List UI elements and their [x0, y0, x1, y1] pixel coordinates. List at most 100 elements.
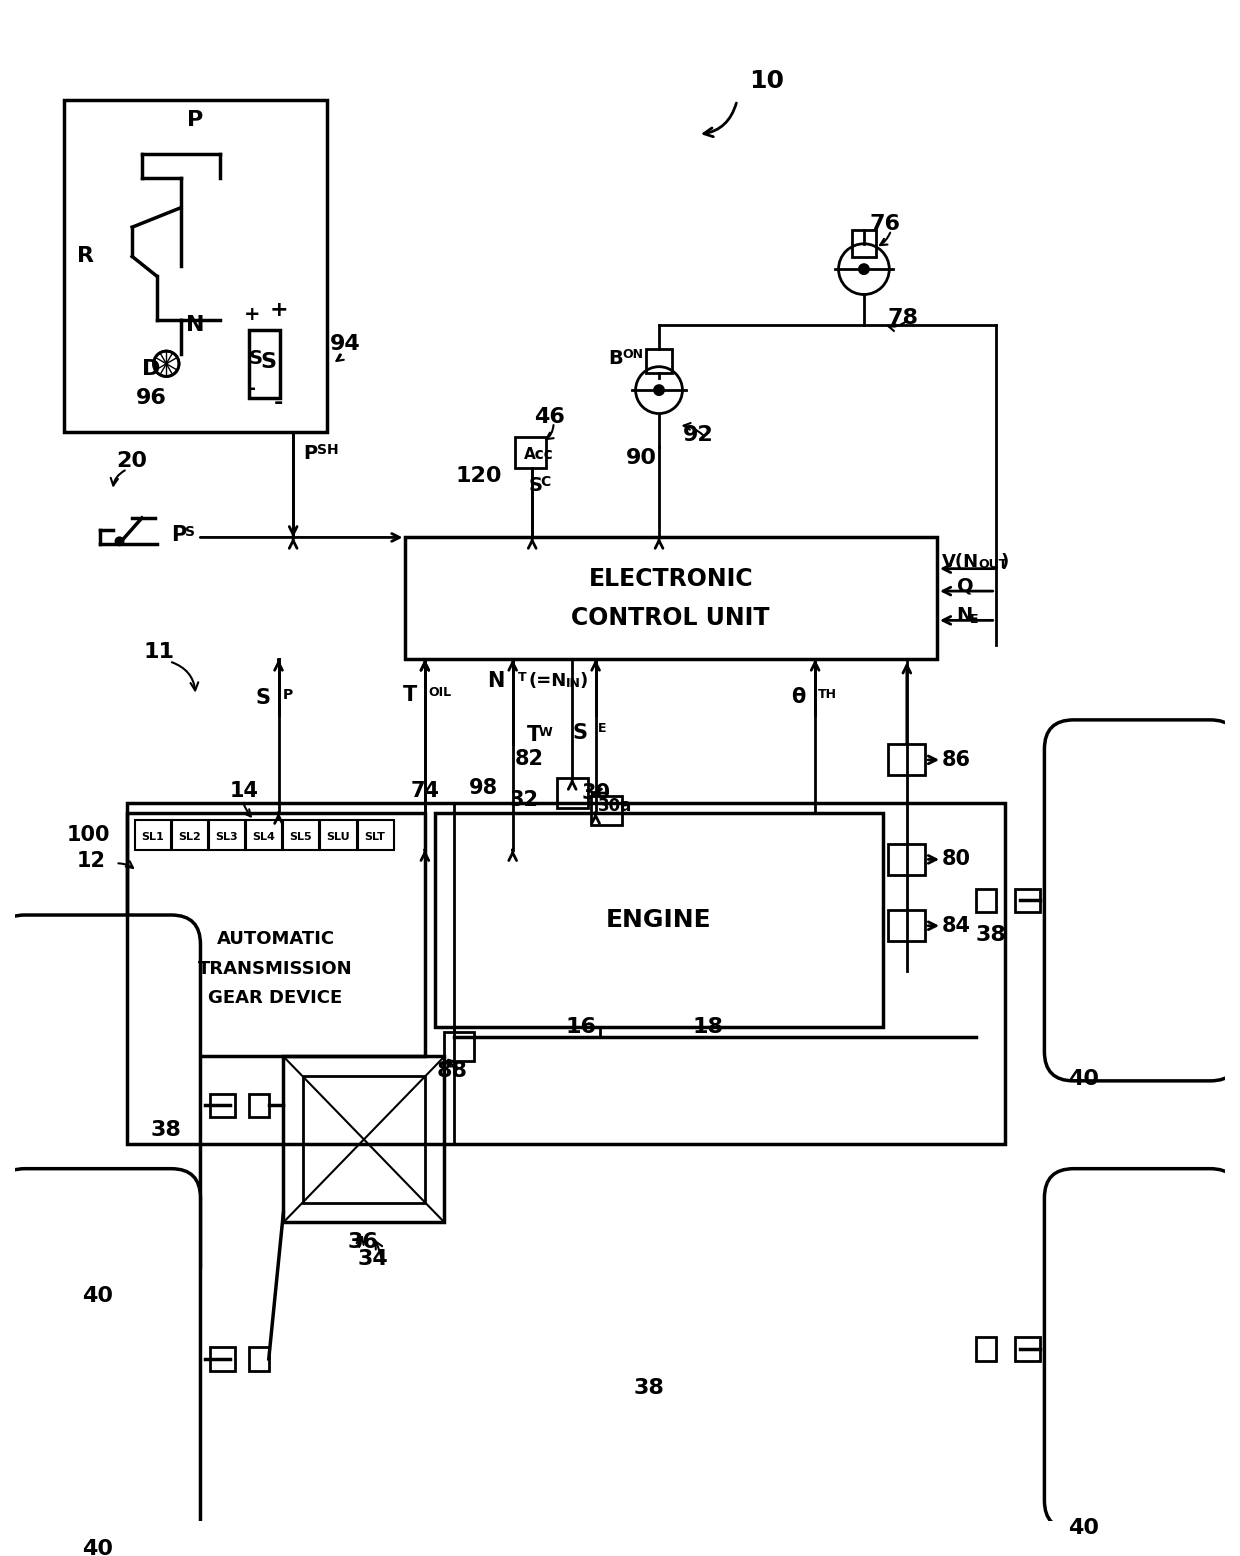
Text: T: T — [403, 686, 417, 705]
FancyArrowPatch shape — [888, 322, 905, 331]
Bar — [320, 820, 357, 850]
Bar — [852, 230, 875, 257]
Bar — [249, 1094, 269, 1117]
Text: S: S — [573, 722, 588, 742]
Text: 12: 12 — [77, 851, 105, 871]
Bar — [128, 803, 1006, 1144]
Text: (=N: (=N — [528, 672, 567, 689]
Text: 80: 80 — [942, 850, 971, 870]
Bar — [444, 1032, 474, 1061]
Circle shape — [859, 265, 869, 274]
Bar — [210, 820, 246, 850]
Text: 82: 82 — [515, 748, 543, 769]
Text: IN: IN — [567, 677, 582, 691]
Text: 76: 76 — [870, 215, 901, 235]
Text: 36: 36 — [348, 1232, 379, 1253]
Text: 100: 100 — [66, 825, 109, 845]
Bar — [1016, 888, 1039, 912]
Text: 10: 10 — [749, 68, 784, 93]
Bar — [284, 820, 320, 850]
Text: 86: 86 — [942, 750, 971, 770]
Bar — [515, 437, 546, 468]
Bar — [1016, 1338, 1039, 1362]
Text: 78: 78 — [888, 308, 919, 328]
Text: OUT: OUT — [978, 559, 1007, 571]
Text: S: S — [249, 350, 263, 369]
Text: S: S — [255, 688, 270, 708]
Bar — [284, 1057, 444, 1223]
Text: SL1: SL1 — [141, 832, 164, 842]
Text: OIL: OIL — [429, 686, 451, 699]
Text: 16: 16 — [565, 1018, 596, 1038]
Text: 92: 92 — [683, 425, 713, 445]
FancyArrowPatch shape — [110, 470, 125, 485]
FancyBboxPatch shape — [1044, 720, 1240, 1081]
Text: S: S — [185, 524, 195, 538]
FancyArrowPatch shape — [243, 803, 250, 817]
Text: 90: 90 — [626, 448, 657, 468]
Bar — [211, 1347, 234, 1371]
Text: 74: 74 — [410, 781, 439, 801]
Text: SLT: SLT — [365, 832, 386, 842]
Text: 18: 18 — [692, 1018, 723, 1038]
Text: E: E — [598, 722, 606, 734]
Circle shape — [154, 352, 179, 377]
Text: T: T — [527, 725, 542, 744]
Circle shape — [115, 537, 124, 545]
Text: 98: 98 — [469, 778, 498, 798]
Bar — [357, 820, 393, 850]
Text: +: + — [269, 300, 288, 321]
Bar — [435, 812, 883, 1027]
Bar — [247, 820, 283, 850]
FancyArrowPatch shape — [118, 862, 133, 868]
Text: 84: 84 — [942, 916, 971, 935]
FancyArrowPatch shape — [172, 663, 198, 691]
FancyArrowPatch shape — [683, 423, 703, 436]
Text: 38: 38 — [151, 1120, 182, 1139]
Text: SL2: SL2 — [179, 832, 201, 842]
Text: 40: 40 — [83, 1539, 114, 1556]
Bar — [211, 1094, 234, 1117]
Text: +: + — [244, 305, 260, 325]
Text: 20: 20 — [117, 451, 148, 471]
FancyBboxPatch shape — [0, 915, 201, 1296]
Text: W: W — [539, 727, 553, 739]
FancyArrowPatch shape — [376, 1242, 382, 1263]
Bar — [590, 797, 622, 825]
Bar — [64, 100, 327, 433]
Text: 38: 38 — [634, 1379, 665, 1399]
FancyArrowPatch shape — [336, 355, 343, 361]
Bar — [888, 843, 925, 874]
FancyArrowPatch shape — [357, 1237, 363, 1246]
Text: 32: 32 — [510, 790, 539, 809]
Text: CONTROL UNIT: CONTROL UNIT — [572, 607, 770, 630]
Bar — [888, 744, 925, 775]
Text: ENGINE: ENGINE — [606, 907, 712, 932]
Text: 30: 30 — [582, 783, 610, 803]
Bar — [135, 820, 171, 850]
Text: GEAR DEVICE: GEAR DEVICE — [208, 990, 342, 1007]
Text: 34: 34 — [358, 1249, 388, 1270]
Text: SL3: SL3 — [216, 832, 238, 842]
Text: N: N — [487, 671, 505, 691]
Text: Acc: Acc — [525, 447, 554, 462]
FancyArrowPatch shape — [547, 425, 553, 439]
Text: TRANSMISSION: TRANSMISSION — [198, 960, 353, 977]
FancyBboxPatch shape — [0, 1169, 201, 1550]
Text: -: - — [274, 392, 283, 412]
Text: R: R — [77, 246, 94, 266]
Text: ELECTRONIC: ELECTRONIC — [589, 568, 753, 591]
Text: 96: 96 — [136, 387, 167, 408]
Text: N: N — [956, 605, 973, 626]
FancyBboxPatch shape — [1044, 1169, 1240, 1530]
Text: T: T — [517, 672, 526, 685]
Text: 120: 120 — [455, 465, 502, 485]
Text: E: E — [970, 613, 978, 626]
Text: 11: 11 — [144, 641, 175, 661]
Text: ): ) — [579, 672, 588, 689]
Text: ): ) — [1001, 552, 1009, 571]
Bar — [172, 820, 208, 850]
Text: 94: 94 — [330, 335, 361, 355]
Text: 40: 40 — [83, 1285, 114, 1305]
Text: 14: 14 — [229, 781, 259, 801]
